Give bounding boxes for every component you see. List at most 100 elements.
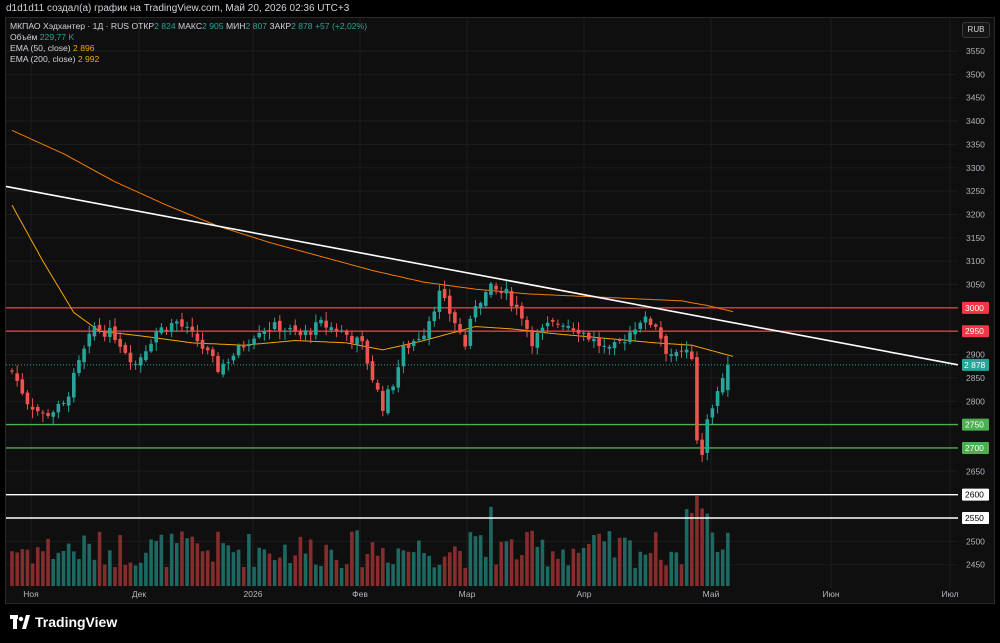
- candle-body: [381, 390, 385, 411]
- candle-body: [484, 292, 488, 306]
- legend-ohlc: МКПАО Хэдхантер · 1Д · RUS ОТКР2 824 МАК…: [10, 21, 367, 32]
- legend-volume-value: 229,77 K: [39, 32, 75, 42]
- level-badge: [962, 418, 989, 431]
- candle-body: [247, 344, 251, 347]
- volume-bars: [10, 496, 730, 586]
- candle-body: [576, 329, 581, 334]
- volume-bar: [391, 564, 395, 586]
- legend-close-label: ЗАКР: [269, 21, 292, 31]
- volume-bar: [216, 531, 220, 586]
- candle-body: [556, 323, 560, 325]
- volume-bar: [499, 541, 504, 586]
- level-badge-label: 3000: [965, 303, 984, 313]
- candle-body: [396, 367, 401, 388]
- legend-open-label: ОТКР: [131, 21, 155, 31]
- price-tick-label: 3050: [966, 280, 985, 290]
- candle-body: [669, 354, 673, 357]
- candle-body: [494, 285, 498, 290]
- volume-bar: [556, 558, 560, 586]
- last-price-label: 2 878: [964, 360, 986, 370]
- volume-bar: [231, 552, 236, 586]
- candle-body: [169, 323, 174, 332]
- price-tick-label: 3100: [966, 256, 985, 266]
- level-badge: [962, 325, 989, 338]
- volume-bar: [664, 565, 668, 586]
- volume-bar: [623, 537, 627, 586]
- candle-body: [293, 325, 298, 332]
- volume-bar: [102, 564, 107, 586]
- volume-bar: [489, 506, 493, 586]
- candle-body: [530, 329, 534, 347]
- volume-bar: [190, 536, 195, 586]
- candle-body: [648, 318, 653, 325]
- candle-body: [102, 330, 107, 337]
- volume-bar: [370, 542, 375, 586]
- candle-body: [710, 408, 715, 418]
- candle-body: [370, 361, 375, 381]
- candle-body: [128, 352, 133, 363]
- candle-body: [200, 339, 205, 349]
- candle-body: [628, 332, 632, 343]
- candle-body: [401, 345, 406, 367]
- time-tick-label: Ноя: [23, 589, 39, 599]
- volume-bar: [381, 548, 385, 586]
- candle-body: [437, 290, 442, 312]
- candle-body: [221, 363, 225, 375]
- volume-bar: [149, 539, 153, 586]
- level-badge: [962, 488, 989, 501]
- candle-body: [375, 382, 380, 390]
- legend-low: 2 807: [245, 21, 268, 31]
- volume-bar: [417, 540, 421, 586]
- volume-bar: [509, 539, 514, 586]
- candle-body: [617, 339, 622, 342]
- volume-bar: [726, 532, 730, 586]
- legend-close: 2 878: [291, 21, 313, 31]
- candle-body: [319, 319, 323, 324]
- time-axis: Ноя Дек 2026 Фев Мар Апр Май Июн Июл: [23, 589, 958, 599]
- candle-body: [612, 342, 617, 349]
- volume-bar: [473, 536, 478, 586]
- volume-bar: [628, 540, 632, 586]
- volume-bar: [211, 561, 215, 586]
- legend-symbol[interactable]: МКПАО Хэдхантер · 1Д · RUS: [10, 21, 130, 31]
- price-tick-label: 3150: [966, 233, 985, 243]
- candle-body: [35, 406, 40, 412]
- legend-ema200-value: 2 992: [77, 54, 100, 64]
- chart-grid: [6, 18, 958, 588]
- volume-bar: [576, 552, 581, 586]
- candle-body: [581, 332, 586, 334]
- candle-body: [478, 303, 483, 309]
- candle-body: [30, 406, 35, 410]
- volume-bar: [10, 551, 14, 586]
- volume-bar: [252, 566, 256, 586]
- chart-panel[interactable]: [5, 17, 995, 604]
- legend-volume[interactable]: Объём 229,77 K: [10, 32, 367, 43]
- candle-body: [571, 328, 576, 331]
- volume-bar: [128, 562, 133, 586]
- tradingview-logo[interactable]: TradingView: [10, 614, 117, 630]
- currency-button[interactable]: RUB: [962, 22, 990, 38]
- volume-bar: [540, 539, 545, 586]
- candle-body: [726, 364, 730, 391]
- candle-body: [236, 345, 241, 356]
- tradingview-logo-icon: [10, 615, 30, 629]
- candle-body: [695, 357, 699, 441]
- price-tick-label: 3250: [966, 186, 985, 196]
- volume-bar: [695, 496, 699, 586]
- volume-bar: [648, 552, 653, 586]
- candle-body: [288, 327, 292, 330]
- legend-ema200[interactable]: EMA (200, close) 2 992: [10, 54, 367, 65]
- candle-body: [267, 330, 272, 332]
- candle-body: [190, 326, 195, 332]
- volume-bar: [46, 538, 50, 586]
- volume-bar: [411, 552, 416, 586]
- candle-body: [597, 337, 601, 347]
- volume-bar: [200, 551, 205, 586]
- candle-body: [56, 403, 61, 413]
- volume-bar: [617, 537, 622, 586]
- price-tick-label: 3400: [966, 116, 985, 126]
- volume-bar: [437, 564, 442, 586]
- volume-bar: [169, 533, 174, 586]
- legend-ema50[interactable]: EMA (50, close) 2 896: [10, 43, 367, 54]
